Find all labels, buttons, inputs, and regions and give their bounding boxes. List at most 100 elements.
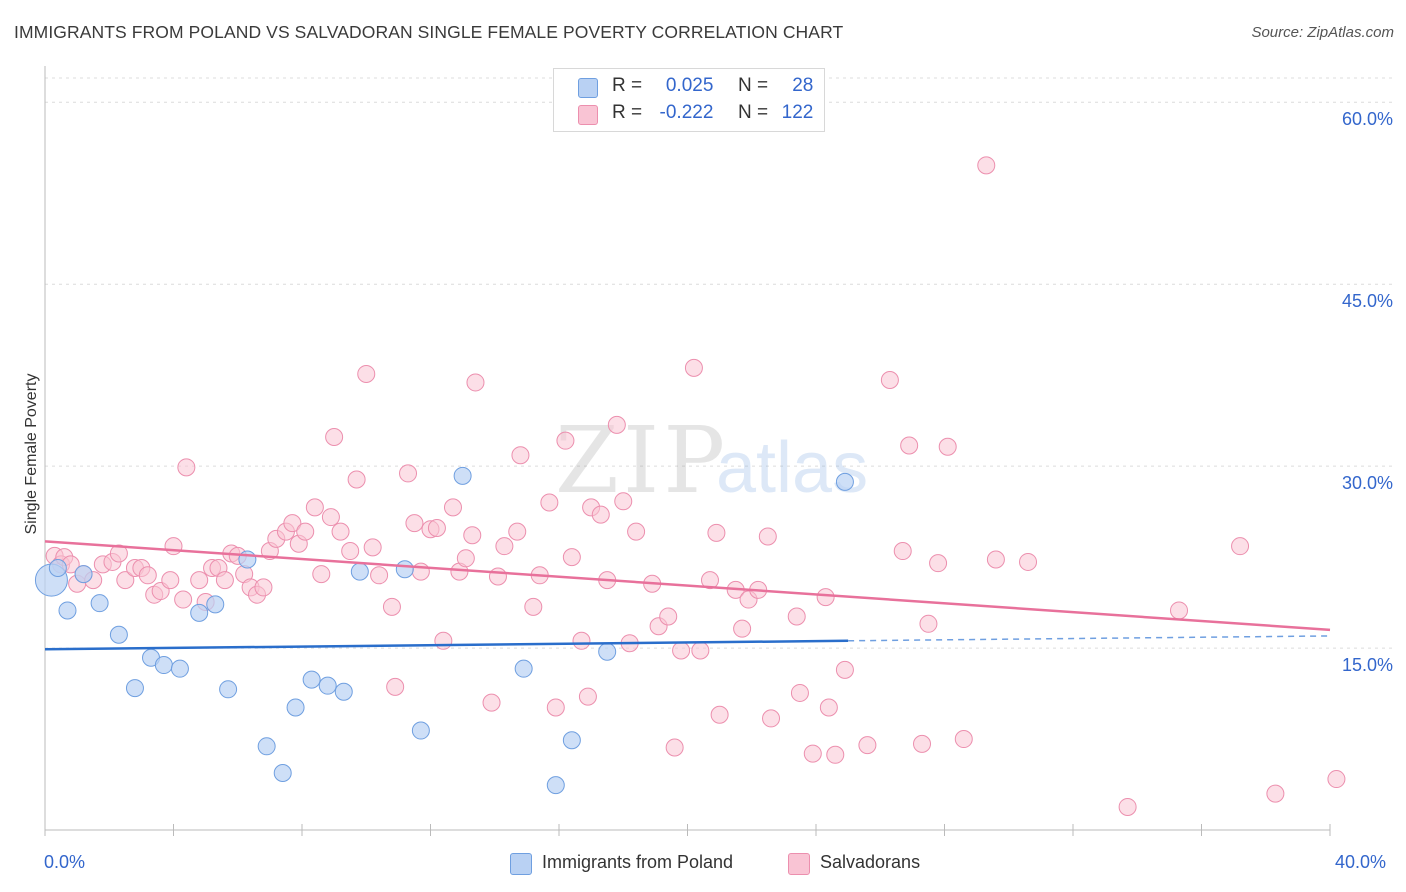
salvadoran-point	[116, 571, 135, 590]
salvadoran-point	[938, 437, 957, 456]
watermark: ZIP atlas	[555, 407, 868, 514]
salvadoran-point	[1327, 770, 1346, 789]
legend-n-label: N =	[737, 75, 769, 96]
salvadoran-point	[787, 607, 806, 626]
y-tick-label: 30.0%	[1341, 473, 1393, 494]
poland-point	[395, 560, 414, 579]
poland-point	[411, 721, 430, 740]
poland-point	[109, 625, 128, 644]
salvadoran-point	[405, 514, 424, 533]
salvadoran-point	[700, 571, 719, 590]
poland-point	[170, 659, 189, 678]
poland-point	[302, 670, 321, 689]
salvadoran-point	[659, 607, 678, 626]
salvadoran-point	[357, 364, 376, 383]
poland-point	[350, 562, 369, 581]
salvadoran-point	[296, 522, 315, 541]
bottom-legend-label-salvadorans: Salvadorans	[820, 852, 921, 872]
legend-r-label: R =	[612, 102, 643, 123]
salvadoran-point	[443, 498, 462, 517]
salvadoran-point	[858, 736, 877, 755]
salvadoran-point	[488, 567, 507, 586]
salvadoran-point	[370, 566, 389, 585]
salvadoran-point	[399, 464, 418, 483]
salvadoran-point	[977, 156, 996, 175]
salvadoran-point	[893, 542, 912, 561]
legend-n-label: N =	[737, 102, 769, 123]
salvadoran-point	[578, 687, 597, 706]
chart-title: IMMIGRANTS FROM POLAND VS SALVADORAN SIN…	[14, 22, 844, 42]
salvadoran-point	[482, 693, 501, 712]
salvadoran-point	[386, 677, 405, 696]
poland-point	[190, 603, 209, 622]
salvadoran-point	[707, 523, 726, 542]
legend-r-value: -0.222	[659, 102, 714, 123]
salvadoran-point	[929, 554, 948, 573]
bottom-legend-swatch-pink	[788, 853, 810, 875]
salvadoran-point	[331, 522, 350, 541]
y-axis-label: Single Female Poverty	[23, 373, 40, 535]
salvadoran-point	[434, 631, 453, 650]
y-tick-label: 45.0%	[1341, 291, 1393, 312]
salvadoran-point	[816, 588, 835, 607]
legend-n-value: 122	[781, 102, 814, 123]
salvadoran-point	[347, 470, 366, 489]
salvadoran-point	[215, 571, 234, 590]
salvadoran-point	[665, 738, 684, 757]
poland-point	[48, 559, 67, 578]
salvadoran-point	[913, 734, 932, 753]
salvadoran-point	[161, 571, 180, 590]
poland-point	[453, 466, 472, 485]
salvadoran-point	[672, 641, 691, 660]
watermark-atlas: atlas	[716, 428, 868, 508]
poland-trend-line	[44, 639, 849, 651]
salvadoran-point	[803, 744, 822, 763]
salvadoran-point	[524, 597, 543, 616]
salvadoran-point	[880, 371, 899, 390]
poland-point	[562, 731, 581, 750]
poland-point	[125, 679, 144, 698]
salvadoran-point	[790, 683, 809, 702]
salvadoran-point	[900, 436, 919, 455]
salvadoran-point	[691, 641, 710, 660]
salvadoran-point	[556, 431, 575, 450]
salvadoran-point	[627, 522, 646, 541]
salvadoran-point	[835, 660, 854, 679]
salvadoran-point	[614, 492, 633, 511]
salvadoran-point	[684, 358, 703, 377]
salvadoran-point	[591, 505, 610, 524]
salvadoran-point	[1019, 552, 1038, 571]
salvadoran-point	[1170, 601, 1189, 620]
salvadoran-point	[562, 548, 581, 567]
salvadoran-point	[733, 619, 752, 638]
salvadoran-point	[511, 446, 530, 465]
poland-point	[514, 659, 533, 678]
poland-point	[835, 472, 854, 491]
salvadoran-point	[819, 698, 838, 717]
poland-point	[334, 682, 353, 701]
salvadoran-point	[826, 745, 845, 764]
axes	[44, 66, 1331, 836]
salvadoran-point	[321, 508, 340, 527]
salvadoran-point	[986, 550, 1005, 569]
legend-swatch-pink	[578, 105, 598, 125]
poland-point	[318, 676, 337, 695]
salvadoran-point	[305, 498, 324, 517]
salvadoran-point	[466, 373, 485, 392]
salvadoran-point	[508, 522, 527, 541]
salvadoran-point	[456, 549, 475, 568]
y-tick-label: 15.0%	[1341, 655, 1393, 676]
salvadoran-point	[495, 537, 514, 556]
salvadoran-point	[341, 542, 360, 561]
trend-lines	[44, 540, 1331, 651]
poland-point	[546, 776, 565, 795]
stats-legend: R = 0.025 N = 28 R = -0.222 N = 122	[553, 68, 825, 132]
poland-point	[90, 594, 109, 613]
salvadoran-point	[138, 566, 157, 585]
poland-point	[257, 737, 276, 756]
salvadoran-point	[174, 590, 193, 609]
legend-swatch-blue	[578, 78, 598, 98]
bottom-legend-label-poland: Immigrants from Poland	[542, 852, 734, 872]
salvadoran-point	[312, 565, 331, 584]
